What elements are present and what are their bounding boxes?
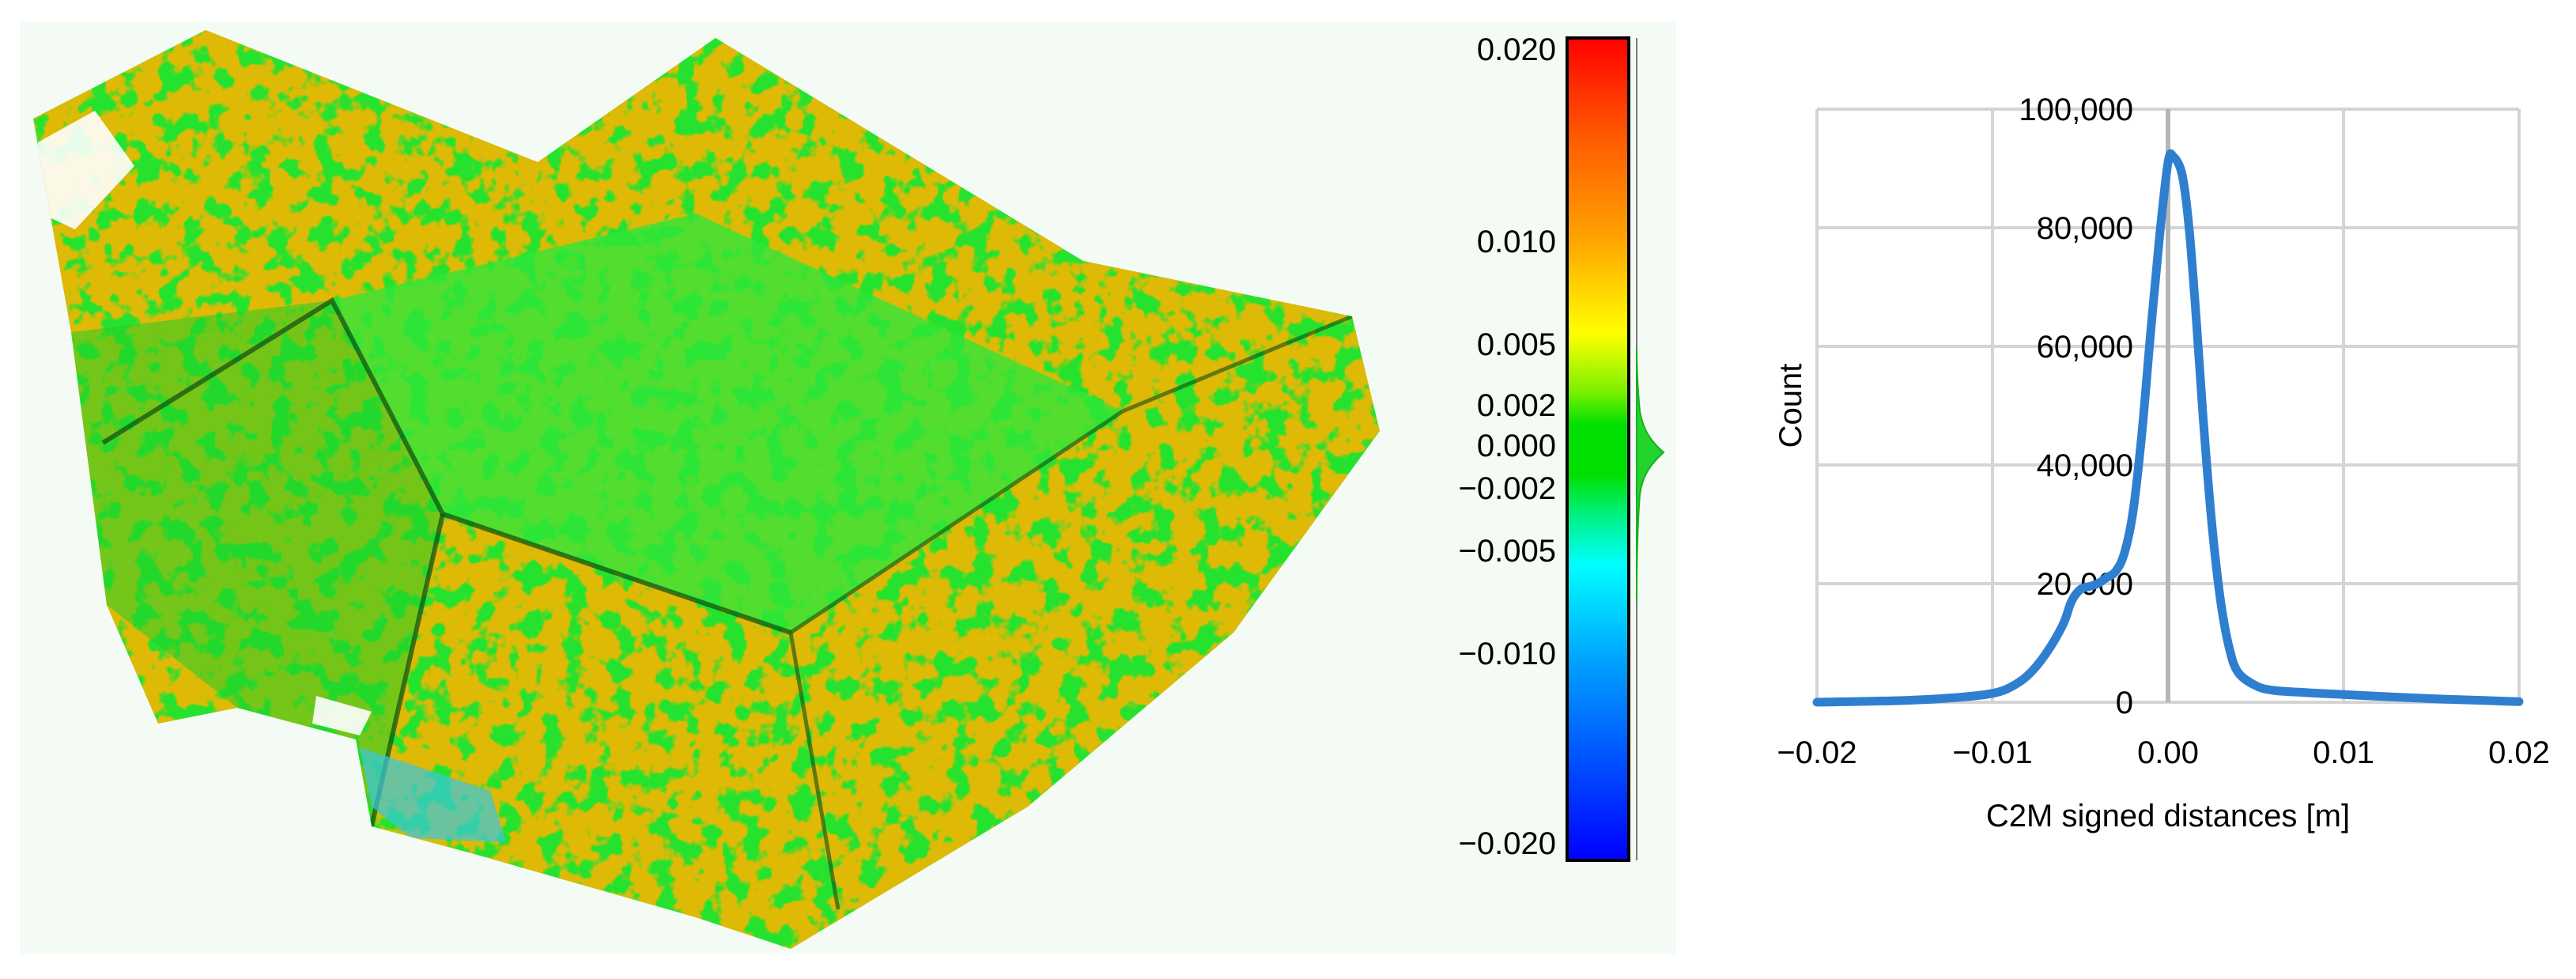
y-tick-label: 40,000 (2037, 448, 2133, 483)
model-hole-top-left (38, 111, 134, 229)
colorbar-tick-label: −0.005 (1459, 534, 1556, 569)
model-edge-base (788, 632, 840, 910)
x-tick-label: 0.00 (2137, 735, 2199, 770)
model-hole-side (312, 696, 372, 735)
x-tick-label: −0.02 (1777, 735, 1856, 770)
model-wall-left (71, 301, 443, 826)
colorbar-tick-label: −0.020 (1459, 826, 1556, 861)
x-tick-label: 0.01 (2313, 735, 2374, 770)
y-axis-label: Count (1773, 364, 1808, 448)
colorbar-tick-label: 0.000 (1477, 429, 1556, 463)
model-roof-plane (332, 214, 1123, 633)
x-tick-label: −0.01 (1952, 735, 2032, 770)
colorbar-tick-labels: 0.020 0.010 0.005 0.002 0.000 −0.002 −0.005 −0.… (1459, 32, 1556, 861)
y-tick-label: 80,000 (2037, 211, 2133, 246)
colorbar-tick-label: 0.010 (1477, 225, 1556, 259)
y-tick-label: 100,000 (2019, 93, 2133, 127)
colorbar-tick-label: −0.002 (1459, 471, 1556, 506)
colorbar: 0.020 0.010 0.005 0.002 0.000 −0.002 −0.005 −0.… (1459, 32, 1665, 862)
point-cloud-panel (20, 22, 1676, 954)
colorbar-gradient (1566, 36, 1630, 862)
y-tick-label: 0 (2116, 686, 2133, 720)
x-axis-label: C2M signed distances [m] (1986, 799, 2350, 833)
y-tick-label: 60,000 (2037, 330, 2133, 365)
model-edge-ridge (101, 297, 791, 635)
series-line (1812, 149, 2524, 707)
colorbar-tick-label: −0.010 (1459, 637, 1556, 671)
colorbar-histogram (1636, 347, 1665, 602)
model-edge-roof (789, 314, 1353, 635)
model-blue-patch (360, 747, 506, 842)
x-tick-label: 0.02 (2488, 735, 2550, 770)
colorbar-tick-label: 0.002 (1477, 388, 1556, 423)
x-tick-labels: −0.02 −0.01 0.00 0.01 0.02 (1777, 735, 2550, 770)
colorbar-tick-label: 0.020 (1477, 32, 1556, 67)
colorbar-tick-label: 0.005 (1477, 327, 1556, 362)
